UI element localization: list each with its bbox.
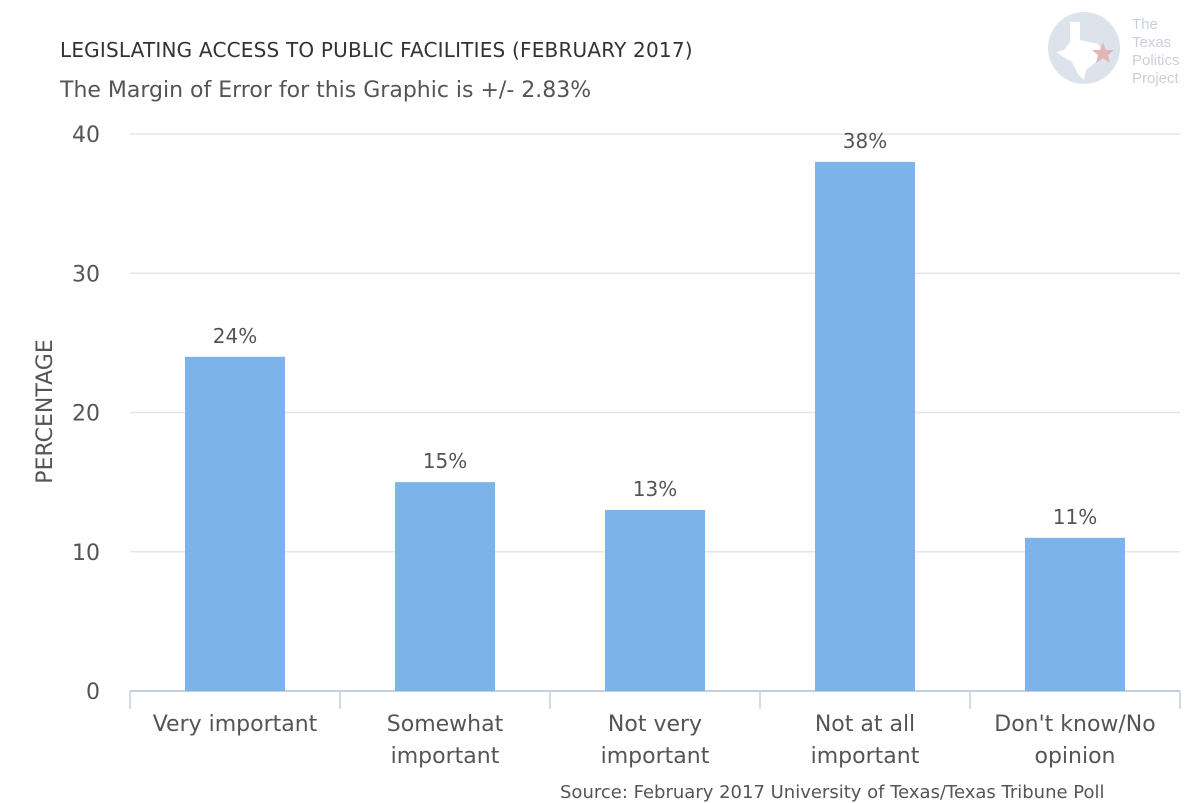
bar — [1025, 537, 1125, 691]
logo-line-1: The — [1132, 16, 1158, 33]
logo-line-3: Politics — [1132, 52, 1180, 69]
x-category-label: Very important — [153, 712, 318, 737]
bar-data-label: 11% — [1053, 505, 1097, 529]
x-category-label: important — [391, 744, 500, 769]
texas-map-icon — [1048, 12, 1120, 84]
x-category-label: Don't know/No — [994, 712, 1155, 737]
chart-subtitle: The Margin of Error for this Graphic is … — [60, 78, 592, 103]
x-category-label: Somewhat — [387, 712, 504, 737]
y-tick-label: 10 — [72, 541, 100, 566]
bar — [395, 482, 495, 691]
y-tick-label: 40 — [72, 123, 100, 148]
y-tick-label: 0 — [86, 680, 100, 705]
logo-wordmark: The Texas Politics Project — [1132, 16, 1180, 88]
x-category-label: Not very — [608, 712, 702, 737]
source-note: Source: February 2017 University of Texa… — [560, 782, 1105, 803]
y-tick-label: 30 — [72, 262, 100, 287]
bar-data-label: 13% — [633, 477, 677, 501]
y-tick-label: 20 — [72, 402, 100, 427]
chart-title: LEGISLATING ACCESS TO PUBLIC FACILITIES … — [60, 38, 693, 62]
x-category-label: opinion — [1035, 744, 1116, 769]
bar-chart: 0 10 20 30 40 PERCENTAGE 24% Very important 15% S… — [33, 123, 1181, 769]
texas-politics-project-logo: The Texas Politics Project — [1046, 12, 1196, 90]
bar — [605, 509, 705, 691]
bar — [185, 356, 285, 691]
x-category-label: important — [811, 744, 920, 769]
bar-data-label: 15% — [423, 449, 467, 473]
x-category-label: important — [601, 744, 710, 769]
x-category-label: Not at all — [815, 712, 915, 737]
bar-data-label: 24% — [213, 324, 257, 348]
y-axis-title: PERCENTAGE — [33, 339, 58, 483]
bar-data-label: 38% — [843, 129, 887, 153]
logo-line-2: Texas — [1132, 34, 1172, 51]
logo-line-4: Project — [1132, 70, 1179, 87]
bar — [815, 161, 915, 692]
